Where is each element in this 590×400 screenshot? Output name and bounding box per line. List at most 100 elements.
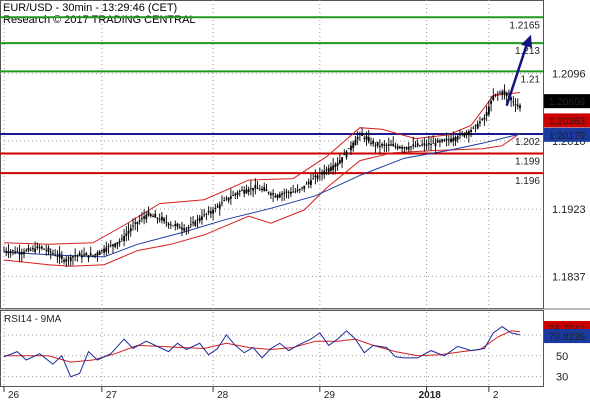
candle-body <box>90 253 92 255</box>
candle-body <box>61 256 63 259</box>
candle-body <box>515 104 517 105</box>
level-label: 1.202 <box>515 137 540 148</box>
candle-body <box>263 187 265 190</box>
candle-body <box>56 256 58 257</box>
candle-body <box>76 255 78 256</box>
candle-body <box>123 236 125 241</box>
candle-body <box>375 145 377 146</box>
candle-body <box>3 251 5 252</box>
candle-body <box>350 146 352 151</box>
candle-body <box>165 222 167 223</box>
candle-body <box>492 96 494 100</box>
candle-body <box>452 138 454 141</box>
candle-body <box>163 218 165 221</box>
candle-body <box>119 241 121 242</box>
candle-body <box>190 224 192 225</box>
candle-body <box>125 233 127 236</box>
candle-body <box>217 206 219 207</box>
candle-body <box>219 204 221 208</box>
candle-body <box>399 147 401 148</box>
candle-body <box>330 167 332 171</box>
candle-body <box>443 140 445 141</box>
candle-body <box>14 252 16 253</box>
x-tick-label: 27 <box>106 390 118 400</box>
candle-body <box>54 255 56 256</box>
price-tick-label: 1.1923 <box>552 204 586 216</box>
candle-body <box>337 163 339 166</box>
candle-body <box>259 190 261 191</box>
candle-body <box>283 193 285 194</box>
candle-body <box>290 192 292 194</box>
candle-body <box>194 221 196 225</box>
candle-body <box>372 141 374 144</box>
candle-body <box>10 251 12 252</box>
candle-body <box>99 251 101 255</box>
candle-body <box>439 141 441 142</box>
candle-body <box>30 250 32 251</box>
candle-body <box>243 190 245 194</box>
candle-body <box>495 94 497 95</box>
candle-body <box>348 148 350 149</box>
candle-body <box>370 143 372 144</box>
candle-body <box>168 223 170 225</box>
candle-body <box>341 157 343 162</box>
candle-body <box>5 251 7 252</box>
candle-body <box>72 256 74 257</box>
candle-body <box>65 259 67 262</box>
candle-body <box>92 255 94 256</box>
candle-body <box>23 252 25 255</box>
candle-body <box>48 248 50 252</box>
candle-body <box>408 147 410 150</box>
candle-body <box>432 143 434 144</box>
candle-body <box>117 242 119 244</box>
candle-body <box>188 227 190 229</box>
candle-body <box>479 122 481 124</box>
candle-body <box>368 137 370 142</box>
candle-body <box>468 131 470 135</box>
candle-body <box>16 251 18 252</box>
candle-body <box>241 190 243 191</box>
candle-body <box>12 250 14 251</box>
candle-body <box>428 143 430 144</box>
candle-body <box>463 133 465 136</box>
candle-body <box>36 246 38 248</box>
candle-body <box>303 186 305 189</box>
candle-body <box>472 128 474 129</box>
candle-body <box>288 192 290 193</box>
candle-body <box>81 255 83 257</box>
candle-body <box>234 194 236 196</box>
candle-body <box>346 151 348 157</box>
candle-body <box>388 144 390 146</box>
candle-body <box>517 105 519 106</box>
candle-body <box>161 217 163 221</box>
level-label: 1.196 <box>515 176 540 187</box>
rsi-line <box>4 327 520 377</box>
candle-body <box>145 215 147 220</box>
candle-body <box>357 137 359 140</box>
rsi-panel-frame <box>1 311 544 387</box>
candle-body <box>459 134 461 135</box>
candle-body <box>481 119 483 120</box>
candle-body <box>212 210 214 214</box>
candle-body <box>108 246 110 247</box>
candle-body <box>139 220 141 221</box>
candle-body <box>415 146 417 147</box>
candle-body <box>25 250 27 251</box>
candle-body <box>501 92 503 95</box>
x-tick-label: 29 <box>324 390 336 400</box>
candle-body <box>504 90 506 93</box>
candle-body <box>477 124 479 129</box>
candle-body <box>239 191 241 192</box>
rsi-tick-label: 50 <box>556 351 568 363</box>
candle-body <box>159 219 161 220</box>
candle-body <box>294 191 296 192</box>
candle-body <box>383 144 385 145</box>
candle-body <box>484 118 486 120</box>
rsi-value-badge: 70.8235 <box>549 332 586 343</box>
candle-body <box>437 140 439 143</box>
candle-body <box>379 146 381 147</box>
candle-body <box>179 227 181 228</box>
level-label: 1.213 <box>515 46 540 57</box>
candle-body <box>152 216 154 217</box>
